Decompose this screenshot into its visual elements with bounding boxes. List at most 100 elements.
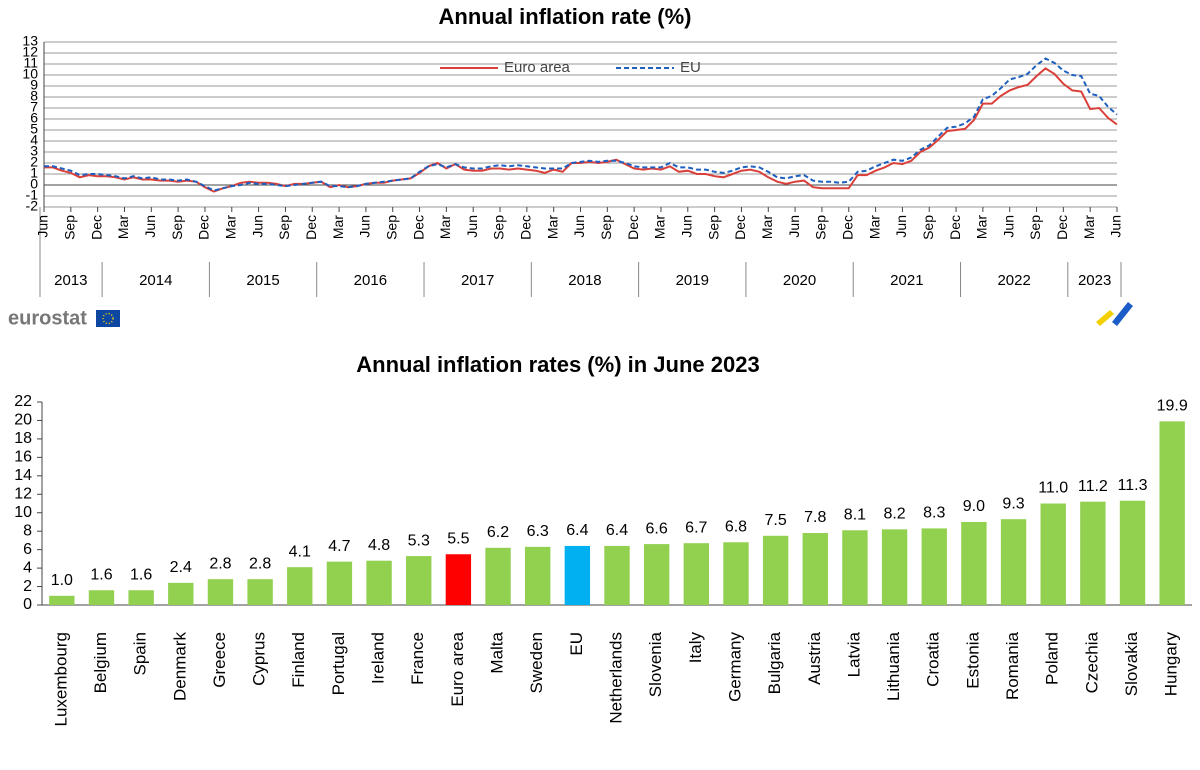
value-label: 6.4 [606, 522, 628, 539]
x-group-label: 2018 [568, 272, 601, 289]
x-tick-label: Sep [920, 215, 936, 240]
value-label: 6.6 [646, 520, 668, 537]
y-tick-label: 6 [23, 541, 32, 558]
x-tick-label: Dec [518, 215, 534, 240]
value-label: 11.3 [1118, 477, 1148, 494]
value-label: 9.0 [963, 498, 985, 515]
x-tick-label: Jun [893, 215, 909, 238]
value-label: 1.0 [51, 572, 73, 589]
value-label: 9.3 [1002, 495, 1024, 512]
value-label: 2.8 [249, 555, 271, 572]
y-tick-label: 4 [23, 559, 32, 576]
eu-flag [96, 310, 120, 327]
x-tick-label: Dec [947, 215, 963, 240]
x-tick-label: Dec [88, 215, 104, 240]
bar [564, 545, 591, 605]
x-tick-label: Jun [679, 215, 695, 238]
bar [247, 579, 273, 605]
bar [366, 560, 392, 605]
x-group-label: 2015 [246, 272, 279, 289]
bar [49, 595, 75, 605]
value-label: 6.4 [566, 522, 588, 539]
legend-label: EU [680, 59, 701, 76]
bar [485, 547, 511, 605]
bar [1159, 421, 1185, 605]
value-label: 19.9 [1157, 398, 1188, 415]
x-tick-label: EU [567, 632, 586, 656]
x-tick-label: Lithuania [884, 631, 903, 701]
x-tick-label: Mar [437, 215, 453, 239]
x-tick-label: Dec [1054, 215, 1070, 240]
x-group-label: 2016 [354, 272, 387, 289]
x-tick-label: Spain [131, 632, 150, 675]
y-tick-label: -2 [26, 198, 39, 214]
x-tick-label: Jun [249, 215, 265, 238]
x-tick-label: Jun [1108, 215, 1124, 238]
y-tick-label: 12 [22, 44, 38, 60]
value-label: 7.5 [764, 512, 786, 529]
y-tick-label: 10 [14, 504, 32, 521]
x-tick-label: Dec [303, 215, 319, 240]
x-tick-label: Mar [330, 215, 346, 239]
value-label: 6.3 [527, 523, 549, 540]
value-label: 7.8 [804, 509, 826, 526]
value-label: 1.6 [130, 566, 152, 583]
x-tick-label: Jun [142, 215, 158, 238]
value-label: 6.8 [725, 518, 747, 535]
bar [881, 529, 908, 605]
y-tick-label: 0 [30, 176, 38, 192]
y-tick-label: 0 [23, 596, 32, 613]
y-tick-label: -1 [26, 187, 39, 203]
x-tick-label: Sep [705, 215, 721, 240]
x-tick-label: Greece [210, 632, 229, 688]
bar [1000, 519, 1027, 605]
x-group-label: 2023 [1078, 272, 1111, 289]
x-tick-label: Mar [652, 215, 668, 239]
line-series [44, 57, 1118, 192]
x-tick-label: Denmark [170, 632, 189, 701]
y-tick-label: 12 [14, 485, 32, 502]
x-tick-label: Czechia [1082, 631, 1101, 693]
y-tick-label: 1 [30, 165, 38, 181]
logo-mark [1112, 302, 1133, 326]
value-label: 6.7 [685, 519, 707, 536]
y-tick-label: 6 [30, 110, 38, 126]
y-tick-label: 13 [22, 33, 38, 49]
value-label: 11.2 [1078, 478, 1108, 495]
value-label: 5.3 [408, 532, 430, 549]
value-label: 6.2 [487, 524, 509, 541]
x-tick-label: Jun [464, 215, 480, 238]
bar [762, 535, 789, 605]
y-tick-label: 8 [30, 88, 38, 104]
legend-label: Euro area [504, 59, 571, 76]
x-tick-label: Sep [169, 215, 185, 240]
value-label: 8.2 [883, 506, 905, 523]
x-tick-label: Luxembourg [51, 632, 70, 727]
value-label: 4.8 [368, 537, 390, 554]
bar [1119, 500, 1146, 605]
bar [88, 590, 115, 605]
y-tick-label: 10 [22, 66, 38, 82]
y-tick-label: 14 [14, 467, 32, 484]
x-tick-label: Italy [686, 632, 705, 664]
y-tick-label: 2 [23, 578, 32, 595]
x-group-label: 2014 [139, 272, 172, 289]
x-tick-label: Croatia [924, 631, 943, 686]
x-tick-label: Mar [974, 215, 990, 239]
bar [128, 590, 154, 605]
bar [525, 546, 551, 605]
x-tick-label: Latvia [844, 631, 863, 677]
x-group-label: 2013 [54, 272, 87, 289]
x-tick-label: Jun [35, 215, 51, 238]
x-tick-label: Sep [383, 215, 399, 240]
x-tick-label: Dec [839, 215, 855, 240]
logo-text: eurostat [8, 307, 87, 329]
bar [683, 543, 709, 605]
value-label: 8.3 [923, 505, 945, 522]
y-tick-label: 5 [30, 121, 38, 137]
y-tick-label: 11 [23, 55, 38, 71]
y-tick-label: 16 [14, 449, 32, 466]
x-tick-label: Hungary [1162, 632, 1181, 697]
x-tick-label: Sep [491, 215, 507, 240]
